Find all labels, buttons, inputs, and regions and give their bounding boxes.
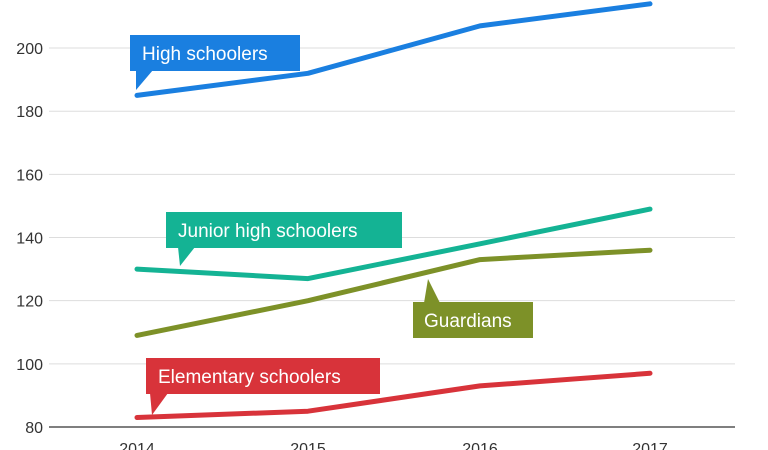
y-tick-label: 80 — [25, 420, 43, 437]
series-label-box — [130, 35, 300, 71]
series-label-callout: High schoolers — [130, 35, 300, 90]
series-line — [134, 370, 653, 420]
y-tick-label: 100 — [16, 357, 43, 374]
series-line — [134, 1, 653, 98]
y-tick-label: 120 — [16, 294, 43, 311]
y-tick-label: 160 — [16, 167, 43, 184]
series-lines — [134, 1, 653, 420]
series-label-box — [146, 358, 380, 394]
series-label-pointer — [424, 279, 440, 303]
y-tick-label: 200 — [16, 41, 43, 58]
series-label-text: Guardians — [424, 311, 512, 332]
series-label-text: Junior high schoolers — [178, 221, 358, 242]
series-line — [134, 247, 653, 338]
x-tick-label: 2015 — [290, 441, 326, 450]
series-label-callout: Junior high schoolers — [166, 212, 402, 266]
series-label-pointer — [178, 247, 195, 266]
series-line — [134, 206, 653, 282]
x-tick-label: 2017 — [632, 441, 668, 450]
x-axis: 2014 2015 2016 2017 — [119, 441, 668, 450]
x-tick-label: 2014 — [119, 441, 155, 450]
y-tick-label: 140 — [16, 231, 43, 248]
series-labels: High schoolers Junior high schoolers Guard… — [130, 35, 533, 415]
series-label-text: High schoolers — [142, 44, 268, 65]
series-label-pointer — [150, 393, 168, 415]
y-tick-label: 180 — [16, 104, 43, 121]
series-label-text: Elementary schoolers — [158, 367, 341, 388]
series-label-box — [166, 212, 402, 248]
y-axis: 80 100 120 140 160 180 200 — [16, 41, 43, 437]
series-label-pointer — [136, 70, 153, 90]
series-label-callout: Elementary schoolers — [146, 358, 380, 415]
x-tick-label: 2016 — [462, 441, 498, 450]
series-label-callout: Guardians — [413, 279, 533, 338]
series-label-box — [413, 302, 533, 338]
